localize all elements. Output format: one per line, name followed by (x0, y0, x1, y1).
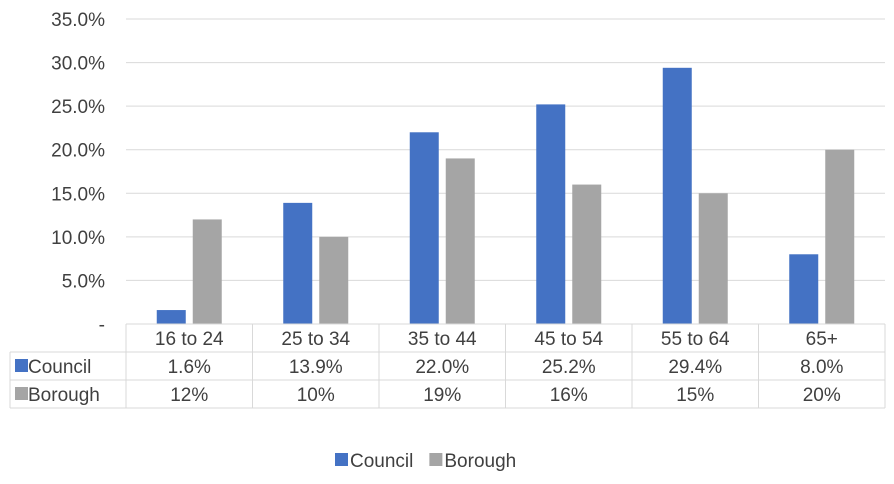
bar-borough-4 (698, 193, 728, 324)
bar-council-2 (409, 132, 439, 324)
y-tick-label: - (99, 315, 105, 336)
bar-borough-1 (319, 236, 349, 324)
x-tick-label: 55 to 64 (661, 329, 730, 350)
legend-swatch-borough (429, 453, 443, 466)
legend-swatch-council (335, 453, 348, 466)
y-tick-label: 10.0% (51, 228, 105, 249)
y-tick-label: 25.0% (51, 97, 105, 118)
table-cell: 29.4% (668, 357, 722, 378)
table-cell: 22.0% (415, 357, 469, 378)
bar-council-5 (789, 254, 819, 324)
bar-borough-0 (192, 219, 222, 324)
table-legend-key (15, 387, 28, 400)
x-tick-label: 35 to 44 (408, 329, 477, 350)
x-tick-label: 45 to 54 (534, 329, 603, 350)
table-series-label: Borough (28, 385, 100, 406)
table-cell: 16% (550, 385, 588, 406)
y-axis-tick-labels: - 5.0% 10.0% 15.0% 20.0% 25.0% 30.0% 35.0% (51, 10, 105, 336)
bar-council-4 (662, 67, 692, 325)
table-series-label: Council (28, 357, 91, 378)
y-tick-label: 20.0% (51, 141, 105, 162)
bar-council-0 (156, 310, 186, 324)
table-cell: 25.2% (542, 357, 596, 378)
legend: Council Borough (335, 451, 516, 472)
y-tick-label: 15.0% (51, 184, 105, 205)
table-cell: 20% (803, 385, 841, 406)
bar-council-1 (283, 202, 313, 324)
bar-borough-5 (825, 149, 855, 324)
y-tick-label: 35.0% (51, 10, 105, 31)
x-tick-label: 65+ (806, 329, 838, 350)
y-tick-label: 5.0% (62, 271, 105, 292)
table-cell: 1.6% (168, 357, 211, 378)
table-legend-key (15, 359, 28, 372)
gridlines (126, 18, 885, 281)
legend-label-borough: Borough (444, 451, 516, 472)
table-cell: 13.9% (289, 357, 343, 378)
x-tick-label: 16 to 24 (155, 329, 224, 350)
bar-council-3 (536, 104, 566, 325)
legend-label-council: Council (350, 451, 413, 472)
y-tick-label: 30.0% (51, 54, 105, 75)
bar-borough-3 (572, 184, 602, 324)
bar-borough-2 (445, 158, 475, 324)
bars (156, 67, 855, 325)
x-tick-label: 25 to 34 (281, 329, 350, 350)
table-cell: 19% (423, 385, 461, 406)
table-cell: 15% (676, 385, 714, 406)
table-cell: 8.0% (800, 357, 843, 378)
data-table: 16 to 24 25 to 34 35 to 44 45 to 54 55 to 64… (9, 323, 886, 409)
table-cell: 10% (297, 385, 335, 406)
table-cell: 12% (170, 385, 208, 406)
